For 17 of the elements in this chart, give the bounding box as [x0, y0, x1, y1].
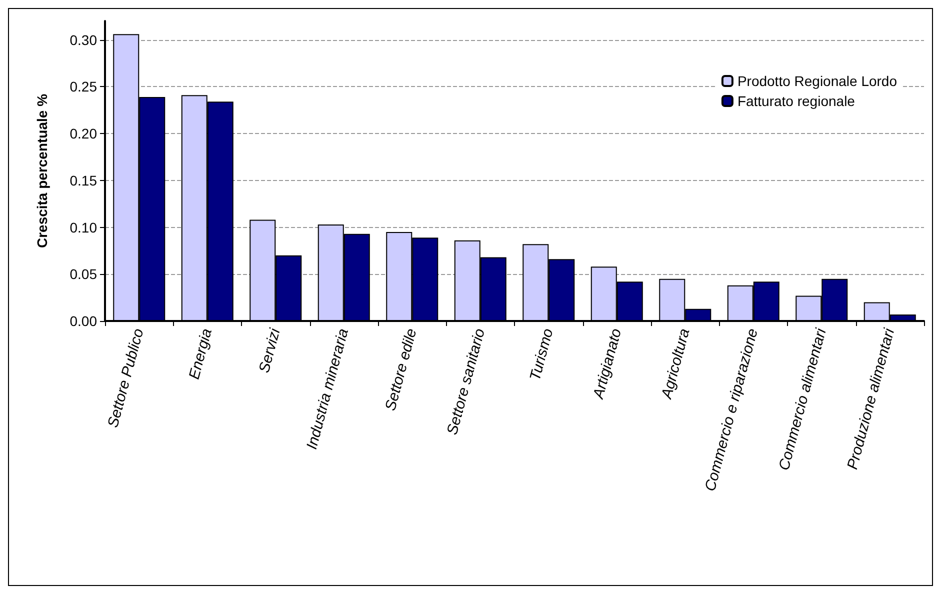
legend-label: Prodotto Regionale Lordo	[737, 73, 898, 89]
y-tick-label: 0.25	[70, 78, 98, 95]
x-tick-label: Servizi	[256, 326, 284, 375]
y-tick-label: 0.30	[70, 32, 98, 48]
x-tick-label: Settore Publico	[104, 326, 148, 430]
x-tick-label: Settore sanitario	[444, 326, 489, 437]
y-tick-label: 0.05	[70, 266, 98, 282]
y-tick-label: 0.15	[70, 172, 98, 188]
x-tick-label: Turismo	[526, 326, 557, 382]
x-tick-label: Energia	[186, 326, 216, 382]
y-tick-label: 0.00	[70, 313, 98, 329]
legend-label: Fatturato regionale	[737, 93, 856, 109]
x-tick-label: Settore edile	[382, 326, 420, 413]
y-axis-title: Crescita percentuale %	[34, 93, 50, 248]
x-tick-label: Industria mineraria	[303, 326, 352, 452]
y-tick-label: 0.20	[70, 126, 98, 142]
y-tick-label: 0.10	[70, 219, 98, 236]
